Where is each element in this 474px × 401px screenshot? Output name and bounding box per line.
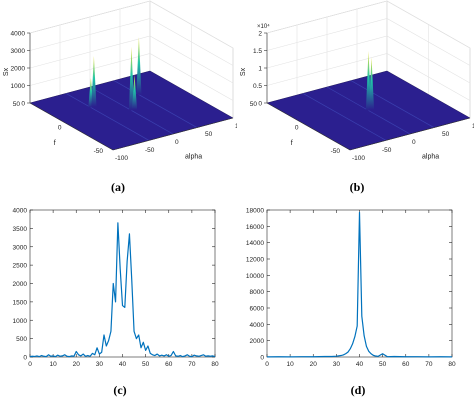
surface-ridge bbox=[302, 93, 387, 141]
surface-ridge bbox=[65, 93, 150, 141]
alpha-axis bbox=[112, 117, 234, 151]
y-tick-label: 4000 bbox=[13, 208, 28, 215]
x-tick-label: 60 bbox=[402, 361, 410, 368]
y-tick-label: 18000 bbox=[246, 208, 264, 215]
z-tick-label: 0 bbox=[21, 101, 25, 108]
f-tick-label: -50 bbox=[94, 148, 104, 155]
surface-peak bbox=[131, 74, 138, 110]
z-tick-label: 1.5 bbox=[253, 48, 262, 55]
y-tick-label: 1500 bbox=[13, 299, 28, 306]
caption-d: (d) bbox=[350, 383, 366, 397]
surface-peak bbox=[368, 57, 375, 110]
data-line bbox=[29, 222, 216, 358]
x-tick-label: 0 bbox=[265, 361, 269, 368]
panel-d: 0 2000 4000 6000 8000 10000 12000 14000 16000 180… bbox=[237, 202, 474, 377]
y-tick-label: 3500 bbox=[13, 226, 28, 233]
f-tick-label: 50 bbox=[13, 101, 21, 108]
x-tick-label: 10 bbox=[287, 361, 295, 368]
x-tick-label: 40 bbox=[356, 361, 364, 368]
z-tick-label: 1000 bbox=[11, 83, 26, 90]
y-tick-label: 0 bbox=[260, 355, 264, 362]
caption-a: (a) bbox=[111, 180, 125, 194]
z-tick-label: 2000 bbox=[11, 66, 26, 73]
surface-ridge bbox=[113, 80, 198, 128]
alpha-tick-label: 50 bbox=[442, 131, 450, 138]
plot-frame bbox=[29, 209, 216, 358]
y-tick-label: 2000 bbox=[250, 338, 265, 345]
y-tick-label: 16000 bbox=[246, 224, 264, 231]
surface-ridge bbox=[350, 80, 435, 128]
y-tick-label: 12000 bbox=[246, 257, 264, 264]
surface-peak bbox=[136, 36, 142, 95]
x-tick-label: 20 bbox=[310, 361, 318, 368]
x-tick-label: 80 bbox=[211, 361, 219, 368]
y-tick-label: 1000 bbox=[13, 318, 28, 325]
z-axis-label: Sx bbox=[3, 67, 10, 76]
y-tick-label: 3000 bbox=[13, 244, 28, 251]
z-tick-label: 1 bbox=[258, 66, 262, 73]
x-tick-label: 30 bbox=[96, 361, 104, 368]
alpha-tick-label: -100 bbox=[115, 155, 128, 162]
x-tick-label: 80 bbox=[448, 361, 456, 368]
alpha-tick-label: -50 bbox=[145, 147, 155, 154]
panel-c: 0 500 1000 1500 2000 2500 3000 3500 4000 0 10 20 30 4… bbox=[0, 202, 237, 377]
z-tick-label: 2 bbox=[258, 31, 262, 38]
z-axis-label: Sx bbox=[240, 67, 247, 76]
y-tick-label: 4000 bbox=[250, 322, 265, 329]
x-tick-label: 20 bbox=[73, 361, 81, 368]
f-tick-label: -50 bbox=[331, 148, 341, 155]
y-tick-label: 2500 bbox=[13, 263, 28, 270]
x-tick-label: 50 bbox=[142, 361, 150, 368]
alpha-axis bbox=[349, 117, 471, 151]
y-tick-label: 6000 bbox=[250, 306, 265, 313]
y-tick-label: 10000 bbox=[246, 273, 264, 280]
f-tick-label: 0 bbox=[58, 125, 62, 132]
x-tick-label: 70 bbox=[188, 361, 196, 368]
z-tick-label: 4000 bbox=[11, 31, 26, 38]
alpha-tick-label: -50 bbox=[382, 147, 392, 154]
caption-b: (b) bbox=[349, 180, 365, 194]
data-line bbox=[266, 211, 453, 358]
alpha-axis-label: alpha bbox=[185, 154, 202, 161]
alpha-tick-label: 100 bbox=[472, 123, 474, 130]
y-tick-label: 14000 bbox=[246, 240, 264, 247]
alpha-tick-label: 0 bbox=[412, 139, 416, 146]
alpha-tick-label: 50 bbox=[205, 131, 213, 138]
surface-peak bbox=[91, 55, 97, 107]
f-axis bbox=[29, 102, 114, 151]
f-axis bbox=[266, 102, 351, 151]
x-tick-label: 60 bbox=[165, 361, 173, 368]
x-tick-label: 0 bbox=[28, 361, 32, 368]
x-tick-label: 50 bbox=[379, 361, 387, 368]
z-exponent-label: ×10⁴ bbox=[257, 23, 270, 30]
surface-plot-a: 01000200030004000Sx-50050f-100-50050100a… bbox=[3, 0, 246, 162]
line-chart-d: 0 2000 4000 6000 8000 10000 12000 14000 16000 180… bbox=[246, 208, 456, 369]
x-tick-label: 30 bbox=[333, 361, 341, 368]
y-tick-label: 0 bbox=[23, 355, 27, 362]
line-chart-c: 0 500 1000 1500 2000 2500 3000 3500 4000 0 10 20 30 4… bbox=[13, 208, 219, 369]
z-tick-label: 0.5 bbox=[253, 83, 262, 90]
surface-peak bbox=[128, 46, 135, 111]
f-tick-label: 50 bbox=[250, 101, 258, 108]
y-tick-label: 2000 bbox=[13, 281, 28, 288]
x-tick-label: 70 bbox=[425, 361, 433, 368]
alpha-tick-label: 0 bbox=[175, 139, 179, 146]
f-tick-label: 0 bbox=[295, 125, 299, 132]
x-tick-label: 10 bbox=[50, 361, 58, 368]
z-tick-label: 0 bbox=[258, 101, 262, 108]
f-axis-label: f bbox=[54, 140, 56, 147]
caption-c: (c) bbox=[113, 383, 127, 397]
f-axis-label: f bbox=[291, 140, 293, 147]
y-tick-label: 8000 bbox=[250, 289, 265, 296]
alpha-axis-label: alpha bbox=[422, 154, 439, 161]
alpha-tick-label: -100 bbox=[352, 155, 365, 162]
y-tick-label: 500 bbox=[16, 336, 27, 343]
panel-a: 01000200030004000Sx-50050f-100-50050100a… bbox=[0, 0, 246, 170]
x-tick-label: 40 bbox=[119, 361, 127, 368]
z-tick-label: 3000 bbox=[11, 48, 26, 55]
